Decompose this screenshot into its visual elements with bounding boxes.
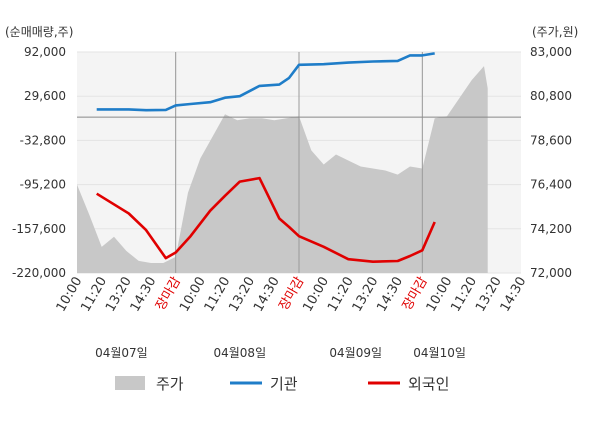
foreign-line [96, 176, 436, 263]
series-lines-layer [96, 52, 436, 263]
right-tick-label: 74,200 [530, 222, 572, 236]
date-label: 04월09일 [329, 346, 382, 360]
x-tick-label: 14:30 [498, 275, 530, 315]
legend: 주가 기관 외국인 [115, 375, 449, 393]
date-label: 04월10일 [413, 346, 466, 360]
legend-price-label: 주가 [156, 375, 184, 393]
left-tick-label: 29,600 [24, 89, 66, 103]
institution-line [96, 52, 435, 112]
left-tick-label: -95,200 [20, 178, 66, 192]
legend-foreign-label: 외국인 [408, 375, 449, 393]
date-label: 04월07일 [95, 346, 148, 360]
date-label: 04월08일 [213, 346, 266, 360]
right-tick-label: 83,000 [530, 45, 572, 59]
right-tick-label: 72,000 [530, 266, 572, 280]
x-tick-label: 14:30 [128, 275, 160, 315]
price-area-layer [77, 52, 521, 273]
left-tick-label: 92,000 [24, 45, 66, 59]
right-tick-label: 76,400 [530, 178, 572, 192]
legend-institution-label: 기관 [270, 375, 298, 393]
left-tick-label: -220,000 [12, 266, 66, 280]
price-area [77, 66, 488, 273]
left-tick-label: -32,800 [20, 133, 66, 147]
left-axis-unit: (순매매량,주) [5, 25, 73, 39]
x-tick-label: 14:30 [374, 275, 406, 315]
x-tick-label: 14:30 [251, 275, 283, 315]
right-axis-unit: (주가,원) [532, 25, 578, 39]
legend-price-swatch [115, 376, 145, 390]
right-tick-label: 80,800 [530, 89, 572, 103]
right-tick-label: 78,600 [530, 133, 572, 147]
left-tick-label: -157,600 [12, 222, 66, 236]
